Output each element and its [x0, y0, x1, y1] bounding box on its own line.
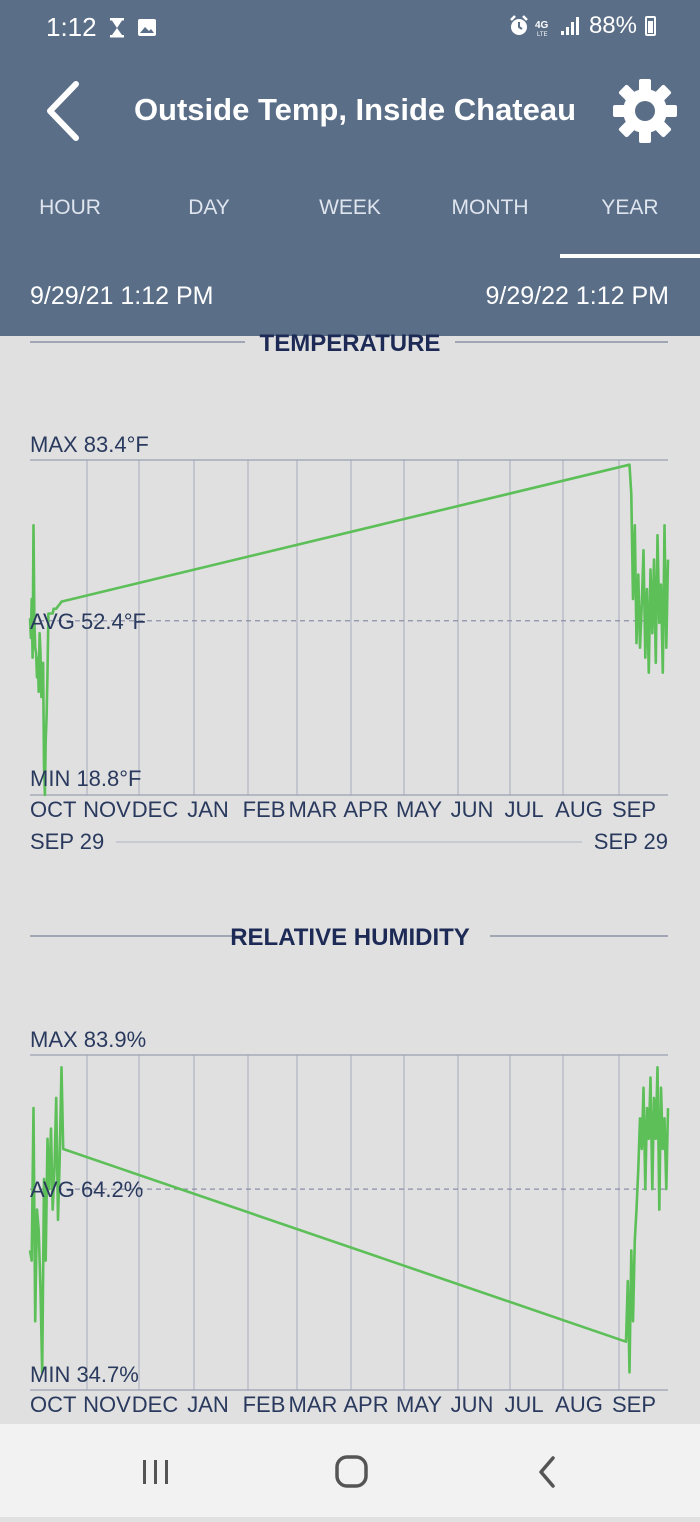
humidity-month-label: JAN [187, 1392, 229, 1417]
charts-area: TEMPERATURE MAX 83.4°F AVG 52.4°F MIN 18.8°… [28, 330, 670, 1417]
tab-month[interactable]: MONTH [451, 196, 529, 219]
humidity-max-label: MAX 83.9% [30, 1027, 146, 1052]
4g-lte-icon: 4G LTE [535, 20, 549, 37]
tab-day[interactable]: DAY [188, 196, 230, 219]
status-left-icons [108, 17, 160, 44]
humidity-month-label: DEC [132, 1392, 179, 1417]
app-header: 1:12 [0, 0, 700, 336]
humidity-series-line [28, 1066, 670, 1374]
temperature-month-label: OCT [30, 797, 76, 822]
humidity-month-label: JUL [504, 1392, 543, 1417]
time-range-tabs: HOUR DAY WEEK MONTH YEAR [0, 196, 700, 226]
temperature-series-line [28, 463, 670, 797]
humidity-month-label: SEP [612, 1392, 656, 1417]
status-bar: 1:12 [0, 0, 700, 56]
temperature-max-label: MAX 83.4°F [30, 432, 149, 457]
hourglass-icon [110, 18, 124, 38]
humidity-chart-title: RELATIVE HUMIDITY [230, 924, 470, 951]
image-icon [138, 19, 156, 36]
gear-icon[interactable] [612, 78, 678, 144]
temperature-chart-title: TEMPERATURE [260, 330, 441, 357]
humidity-month-label: NOV [83, 1392, 131, 1417]
status-right: 4G LTE 88% [509, 12, 656, 40]
page-title: Outside Temp, Inside Chateau [133, 92, 577, 127]
alarm-icon [510, 15, 528, 35]
humidity-month-label: APR [343, 1392, 388, 1417]
home-icon[interactable] [335, 1455, 368, 1488]
temperature-month-label: MAY [396, 797, 442, 822]
temperature-month-label: JAN [187, 797, 229, 822]
temperature-month-label: JUL [504, 797, 543, 822]
temperature-month-label: JUN [451, 797, 494, 822]
temperature-avg-label: AVG 52.4°F [30, 609, 146, 634]
temperature-month-label: MAR [289, 797, 338, 822]
temperature-month-label: APR [343, 797, 388, 822]
humidity-month-label: AUG [555, 1392, 603, 1417]
temperature-month-label: SEP [612, 797, 656, 822]
humidity-month-label: OCT [30, 1392, 76, 1417]
temperature-month-label: NOV [83, 797, 131, 822]
humidity-month-label: MAR [289, 1392, 338, 1417]
temperature-month-label: AUG [555, 797, 603, 822]
signal-icon [560, 17, 579, 35]
temperature-range-end: SEP 29 [594, 829, 668, 854]
range-start-date: 9/29/21 1:12 PM [30, 282, 214, 310]
tab-year[interactable]: YEAR [601, 196, 659, 219]
humidity-month-label: MAY [396, 1392, 442, 1417]
status-time: 1:12 [46, 12, 97, 42]
temperature-range-start: SEP 29 [30, 829, 104, 854]
humidity-month-label: JUN [451, 1392, 494, 1417]
humidity-month-label: FEB [243, 1392, 286, 1417]
recent-apps-icon[interactable] [143, 1460, 168, 1484]
humidity-avg-label: AVG 64.2% [30, 1177, 143, 1202]
tab-week[interactable]: WEEK [319, 196, 381, 219]
svg-text:4G: 4G [535, 20, 549, 31]
selected-tab-indicator [560, 254, 700, 258]
temperature-month-label: FEB [243, 797, 286, 822]
temperature-month-label: DEC [132, 797, 179, 822]
svg-text:LTE: LTE [537, 32, 548, 37]
tab-hour[interactable]: HOUR [39, 196, 101, 219]
temperature-min-label: MIN 18.8°F [30, 766, 142, 791]
battery-percent: 88% [588, 12, 637, 39]
battery-icon [645, 16, 656, 36]
back-nav-icon[interactable] [539, 1456, 555, 1488]
chevron-left-icon[interactable] [40, 80, 88, 142]
humidity-min-label: MIN 34.7% [30, 1362, 139, 1387]
range-end-date: 9/29/22 1:12 PM [485, 282, 669, 310]
system-nav-bar [0, 1424, 700, 1517]
